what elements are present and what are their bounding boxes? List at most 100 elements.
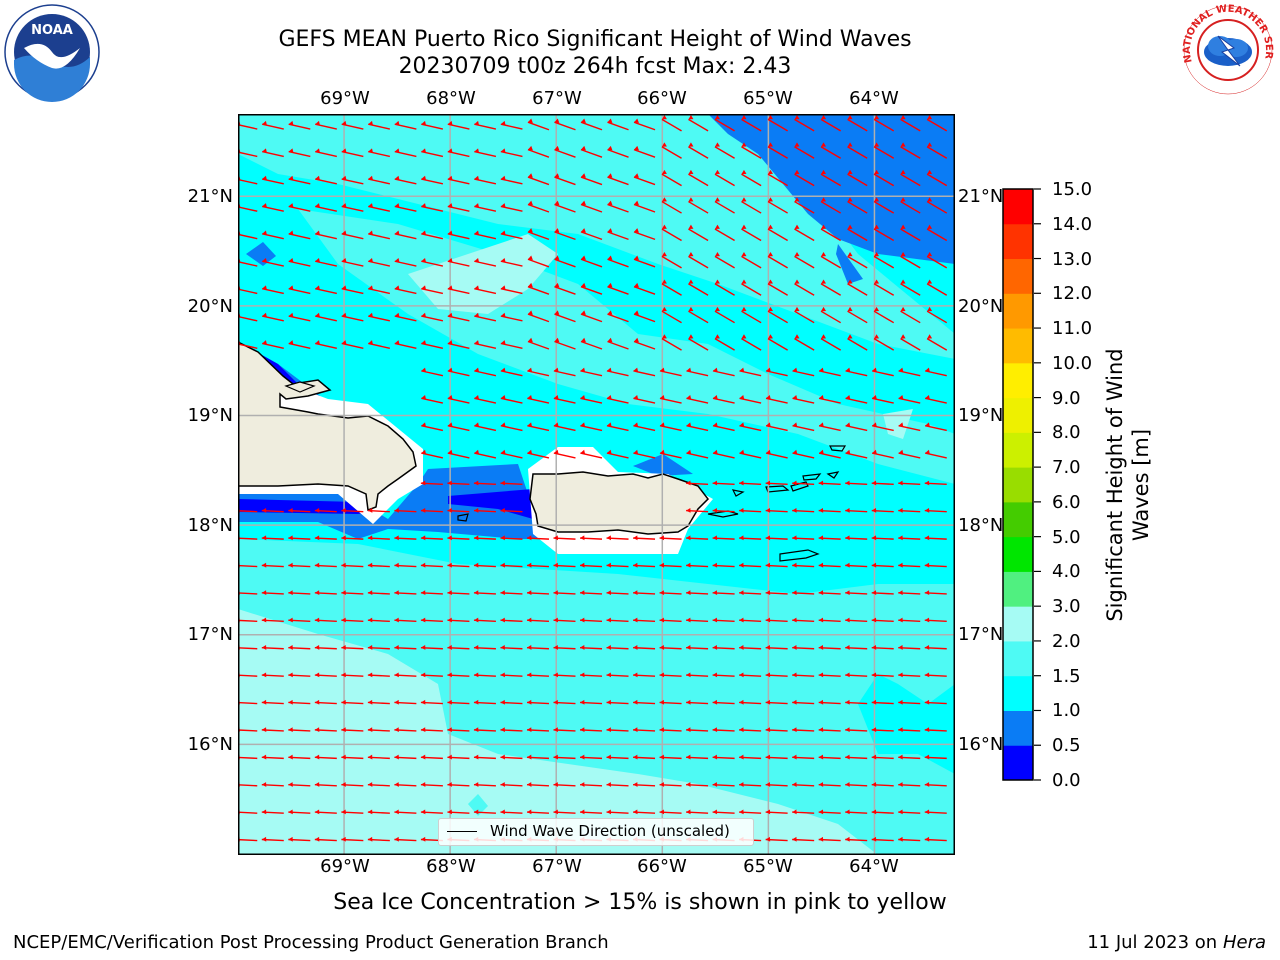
wave-direction-arrow — [792, 449, 815, 459]
wave-direction-arrow — [421, 340, 444, 349]
wave-direction-arrow — [871, 645, 894, 650]
wave-direction-arrow — [871, 699, 894, 705]
lat-label-right: 16°N — [958, 734, 1004, 755]
wave-direction-arrow — [900, 334, 921, 351]
wave-direction-arrow — [659, 617, 682, 623]
wave-direction-arrow — [394, 699, 417, 705]
wave-direction-arrow — [845, 645, 868, 650]
wave-direction-arrow — [500, 394, 523, 404]
wave-direction-arrow — [553, 535, 576, 541]
wave-direction-arrow — [633, 118, 656, 131]
wave-direction-arrow — [500, 617, 523, 623]
colorbar-band — [1003, 293, 1033, 329]
wave-direction-arrow — [607, 228, 629, 241]
wave-direction-arrow — [288, 175, 311, 185]
wave-band-0.5-1-northwest-dot — [246, 242, 276, 266]
wave-direction-arrow — [500, 257, 523, 267]
lon-label-bottom: 66°W — [637, 856, 687, 877]
wave-direction-arrow — [473, 782, 496, 787]
colorbar-tick-label: 5.0 — [1052, 527, 1081, 548]
wave-direction-arrow — [606, 535, 629, 541]
wave-direction-arrow — [926, 252, 948, 269]
wave-direction-arrow — [900, 306, 921, 324]
wind-wave-vectors — [238, 115, 948, 842]
wave-direction-arrow — [847, 224, 868, 242]
land-puerto-rico — [529, 471, 709, 535]
colorbar-band — [1003, 536, 1033, 572]
footer-producer: NCEP/EMC/Verification Post Processing Pr… — [13, 932, 609, 953]
wave-direction-arrow — [262, 120, 284, 130]
wave-direction-arrow — [767, 252, 788, 269]
wave-direction-arrow — [741, 224, 762, 242]
colorbar-tick-label: 9.0 — [1052, 388, 1081, 409]
wave-direction-arrow — [447, 285, 470, 295]
wave-direction-arrow — [818, 617, 841, 623]
wave-direction-arrow — [526, 617, 549, 623]
wave-direction-arrow — [474, 312, 497, 322]
wave-direction-arrow — [845, 394, 868, 404]
colorbar-tick-label: 1.5 — [1052, 666, 1081, 687]
wave-direction-arrow — [686, 590, 709, 596]
wave-direction-arrow — [847, 197, 868, 214]
wave-direction-arrow — [847, 334, 868, 351]
wave-direction-arrow — [739, 449, 762, 459]
wave-direction-arrow — [607, 282, 629, 295]
wave-direction-arrow — [261, 507, 284, 513]
wave-direction-arrow — [714, 224, 735, 242]
wave-direction-arrow — [394, 312, 417, 322]
wave-direction-arrow — [873, 252, 895, 269]
wave-direction-arrow — [818, 590, 841, 596]
land-vieques — [707, 510, 739, 518]
wave-direction-arrow — [553, 590, 576, 596]
wave-direction-arrow — [288, 809, 311, 815]
wave-direction-arrow — [845, 754, 868, 760]
wave-direction-arrow — [818, 480, 841, 486]
wave-direction-arrow — [341, 312, 364, 322]
wave-direction-arrow — [394, 120, 417, 130]
wave-direction-arrow — [924, 449, 947, 459]
wave-direction-arrow — [341, 535, 364, 541]
wave-direction-arrow — [633, 367, 656, 377]
wave-direction-arrow — [871, 590, 894, 596]
wave-direction-arrow — [262, 203, 284, 212]
wave-direction-arrow — [818, 562, 841, 568]
wave-direction-arrow — [367, 535, 390, 541]
wave-direction-arrow — [261, 672, 284, 678]
wave-direction-arrow — [900, 115, 921, 132]
wave-direction-arrow — [580, 337, 603, 350]
wave-direction-arrow — [765, 836, 788, 842]
wave-direction-arrow — [659, 809, 682, 815]
wave-direction-arrow — [606, 645, 629, 650]
wave-direction-arrow — [341, 507, 364, 513]
wave-direction-arrow — [659, 422, 682, 432]
wave-direction-arrow — [765, 617, 788, 623]
wave-direction-arrow — [473, 507, 496, 513]
wave-direction-arrow — [554, 337, 576, 350]
wave-direction-arrow — [553, 449, 576, 459]
wave-direction-arrow — [526, 782, 549, 787]
wave-direction-arrow — [633, 282, 656, 295]
wave-direction-arrow — [607, 337, 629, 350]
wave-direction-arrow — [341, 120, 364, 130]
lat-label-right: 20°N — [958, 296, 1004, 317]
wave-direction-arrow — [473, 754, 496, 760]
wave-direction-arrow — [686, 754, 709, 760]
wave-direction-arrow — [712, 480, 735, 486]
wave-direction-arrow — [606, 422, 629, 432]
wave-direction-arrow — [447, 312, 470, 322]
wave-direction-arrow — [421, 367, 444, 377]
wave-direction-arrow — [741, 306, 762, 324]
wave-direction-arrow — [368, 203, 391, 212]
wave-direction-arrow — [765, 507, 788, 513]
wave-direction-arrow — [367, 672, 390, 678]
wave-direction-arrow — [394, 782, 417, 787]
wave-direction-arrow — [394, 148, 417, 158]
wave-direction-arrow — [739, 782, 762, 787]
wave-direction-arrow — [688, 142, 709, 159]
land-st-thomas — [765, 485, 790, 493]
wave-direction-arrow — [288, 672, 311, 678]
wave-direction-arrow — [368, 285, 391, 295]
wave-direction-arrow — [288, 535, 311, 541]
wave-direction-arrow — [661, 142, 682, 159]
wave-direction-arrow — [607, 118, 629, 131]
